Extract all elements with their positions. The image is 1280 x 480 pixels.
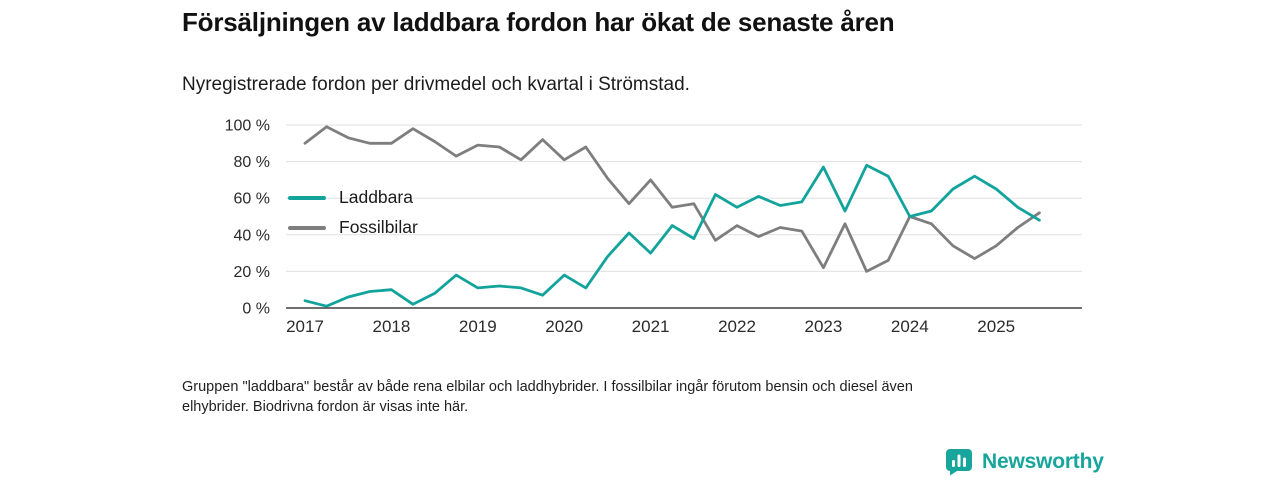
laddbara-line-swatch xyxy=(288,195,326,200)
chart-subtitle: Nyregistrerade fordon per drivmedel och … xyxy=(182,74,690,95)
chart-legend: Laddbara Fossilbilar xyxy=(288,187,418,238)
x-tick-label: 2025 xyxy=(977,317,1015,336)
y-tick-label: 60 % xyxy=(234,191,270,208)
line-chart: 0 % 20 % 40 % 60 % 80 % 100 % 2017 2018 2019 2020… xyxy=(178,108,1098,348)
footnote: Gruppen "laddbara" består av både rena e… xyxy=(182,377,913,417)
y-tick-label: 100 % xyxy=(225,118,270,135)
x-tick-label: 2020 xyxy=(545,317,583,336)
chart-canvas: 0 % 20 % 40 % 60 % 80 % 100 % 2017 2018 2019 2020… xyxy=(225,118,1082,336)
legend-item-laddbara: Laddbara xyxy=(288,187,418,208)
x-tick-label: 2017 xyxy=(286,317,324,336)
x-tick-label: 2023 xyxy=(804,317,842,336)
x-tick-label: 2024 xyxy=(891,317,929,336)
series-line-laddbara xyxy=(303,163,1041,308)
legend-label-fossilbilar: Fossilbilar xyxy=(339,217,418,237)
footnote-line-1: Gruppen "laddbara" består av både rena e… xyxy=(182,379,913,395)
legend-label-laddbara: Laddbara xyxy=(339,187,413,207)
x-tick-label: 2018 xyxy=(372,317,410,336)
x-tick-label: 2022 xyxy=(718,317,756,336)
brand-name: Newsworthy xyxy=(982,450,1104,473)
footnote-line-2: elhybrider. Biodrivna fordon är visas in… xyxy=(182,399,469,415)
y-tick-label: 20 % xyxy=(234,264,270,281)
x-tick-label: 2021 xyxy=(632,317,670,336)
newsworthy-logo-icon xyxy=(946,449,972,476)
series-line-fossilbilar xyxy=(303,125,1041,273)
y-tick-label: 0 % xyxy=(242,301,270,318)
legend-item-fossilbilar: Fossilbilar xyxy=(288,217,418,238)
x-tick-label: 2019 xyxy=(459,317,497,336)
y-tick-label: 40 % xyxy=(234,227,270,244)
fossilbilar-line-swatch xyxy=(288,225,326,230)
y-tick-label: 80 % xyxy=(234,154,270,171)
newsworthy-brand-lockup[interactable]: Newsworthy xyxy=(945,448,1104,476)
chart-title: Försäljningen av laddbara fordon har öka… xyxy=(182,7,895,37)
